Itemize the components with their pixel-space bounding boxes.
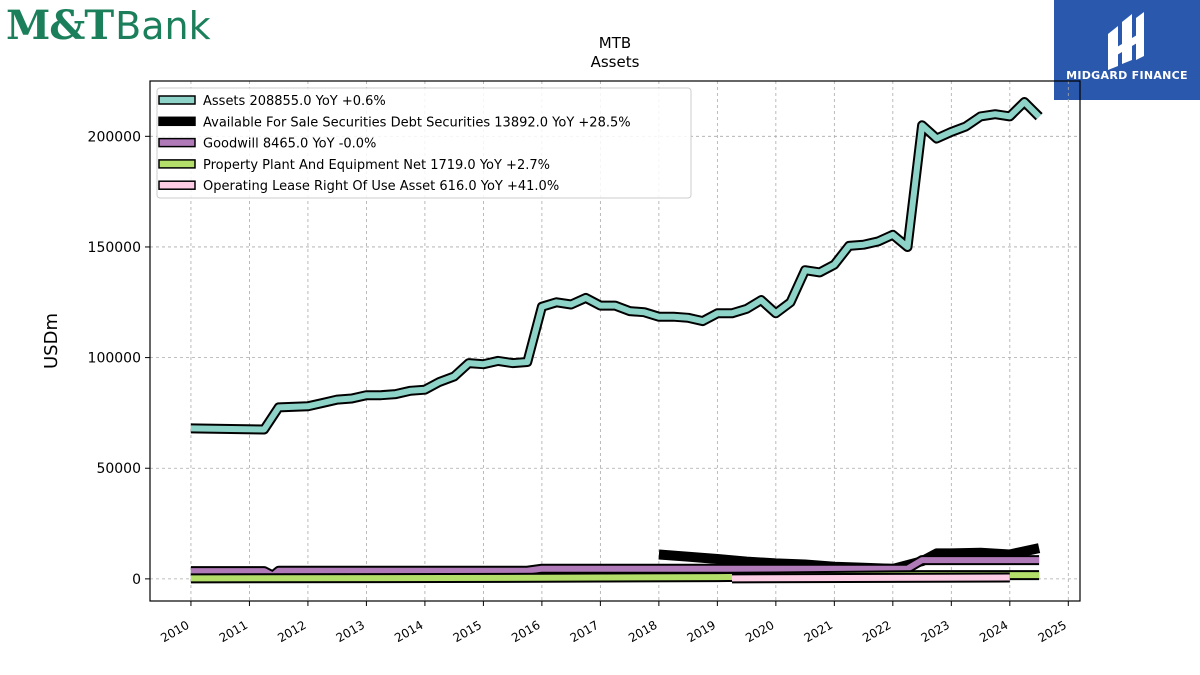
legend-item: Assets 208855.0 YoY +0.6%: [158, 94, 386, 109]
legend-label: Property Plant And Equipment Net 1719.0 …: [203, 158, 550, 173]
logo-text-bank: Bank: [115, 4, 211, 48]
legend-box: [156, 87, 692, 199]
logo-text-midgard: MIDGARD FINANCE: [1066, 69, 1188, 82]
mt-bank-logo: M&TBank: [6, 2, 211, 49]
x-tick-label: 2012: [275, 618, 308, 645]
legend-item: Property Plant And Equipment Net 1719.0 …: [158, 158, 550, 173]
midgard-mark-icon: [1108, 12, 1144, 70]
series-4: [731, 572, 1010, 584]
logo-text-mt: M&T: [6, 2, 114, 49]
y-tick-label: 200000: [88, 129, 141, 145]
series-line: [731, 574, 1010, 582]
x-tick-label: 2025: [1036, 618, 1069, 645]
x-tick-label: 2021: [802, 618, 835, 645]
x-tick-label: 2010: [158, 618, 191, 645]
x-tick-label: 2022: [860, 618, 893, 645]
series-line: [190, 99, 1042, 433]
midgard-finance-logo: MIDGARD FINANCE: [1054, 0, 1200, 100]
series-0: [190, 97, 1043, 435]
y-tick-label: 150000: [88, 240, 141, 256]
x-tick-label: 2016: [509, 618, 542, 645]
x-tick-label: 2023: [919, 618, 952, 645]
legend-swatch: [158, 159, 196, 169]
x-tick-label: 2014: [392, 618, 425, 645]
legend-label: Operating Lease Right Of Use Asset 616.0…: [203, 179, 559, 194]
x-tick-label: 2015: [451, 618, 484, 645]
legend-label: Available For Sale Securities Debt Secur…: [203, 115, 631, 130]
x-tick-label: 2017: [568, 618, 601, 645]
series-line: [190, 557, 1040, 579]
x-tick-label: 2019: [685, 618, 718, 645]
legend-item: Goodwill 8465.0 YoY -0.0%: [158, 137, 376, 152]
y-tick-label: 100000: [88, 351, 141, 367]
legend-label: Goodwill 8465.0 YoY -0.0%: [203, 137, 376, 152]
y-tick-label: 0: [132, 572, 141, 588]
legend-swatch: [158, 137, 196, 148]
legend-swatch: [158, 116, 196, 127]
x-tick-label: 2013: [334, 618, 367, 645]
legend-item: Available For Sale Securities Debt Secur…: [158, 115, 631, 130]
legend: Assets 208855.0 YoY +0.6% Available For S…: [156, 87, 692, 199]
x-tick-label: 2011: [217, 618, 250, 645]
legend-swatch: [158, 95, 196, 105]
series-layer: [190, 97, 1043, 584]
x-tick-label: 2024: [977, 618, 1010, 645]
legend-item: Operating Lease Right Of Use Asset 616.0…: [158, 179, 559, 194]
chart-title: MTB: [599, 34, 631, 52]
series-2: [190, 555, 1040, 581]
y-tick-label: 50000: [96, 461, 141, 477]
legend-swatch: [158, 180, 196, 190]
x-tick-label: 2018: [626, 618, 659, 645]
legend-label: Assets 208855.0 YoY +0.6%: [203, 94, 386, 109]
x-tick-label: 2020: [743, 618, 776, 645]
chart-subtitle: Assets: [591, 53, 640, 71]
plot-frame: [149, 80, 1081, 602]
x-axis: 2010 2011 2012 2013 2014 2015 2016 2017 2018 2019…: [158, 601, 1069, 645]
y-axis: 0 50000 100000 150000 200000: [88, 129, 150, 588]
y-axis-label: USDm: [41, 313, 62, 369]
